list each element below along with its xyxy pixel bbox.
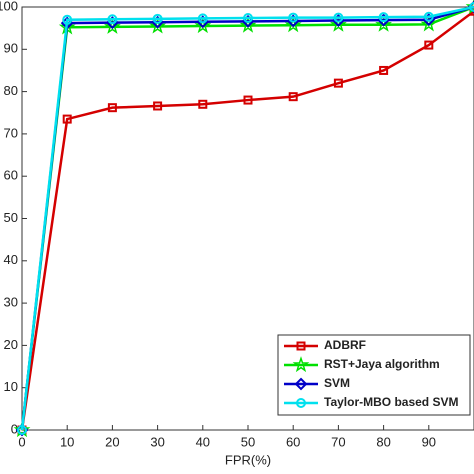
x-tick-label: 80 xyxy=(376,434,390,449)
y-tick-label: 0 xyxy=(11,421,18,436)
marker-circle xyxy=(243,12,253,23)
marker-star xyxy=(465,0,474,15)
marker-circle xyxy=(62,14,73,25)
y-tick-label: 100 xyxy=(0,0,18,13)
marker-square xyxy=(288,92,298,102)
marker-star xyxy=(239,16,257,33)
y-tick-label: 70 xyxy=(4,125,18,140)
y-tick-label: 30 xyxy=(4,295,18,310)
marker-square xyxy=(379,65,389,75)
marker-star xyxy=(284,16,302,33)
marker-square xyxy=(107,103,117,113)
x-tick-label: 20 xyxy=(105,434,119,449)
marker-square xyxy=(198,99,208,109)
marker-square xyxy=(62,114,72,124)
x-tick-label: 90 xyxy=(422,434,436,449)
y-tick-label: 90 xyxy=(4,41,18,56)
x-tick-label: 10 xyxy=(60,434,74,449)
marker-star xyxy=(149,17,166,34)
series-line xyxy=(20,5,474,431)
y-tick-label: 10 xyxy=(4,379,18,394)
marker-square xyxy=(333,78,343,88)
marker-star xyxy=(330,15,347,32)
y-tick-label: 20 xyxy=(4,337,18,352)
marker-star xyxy=(104,18,121,34)
marker-diamond xyxy=(294,377,308,391)
y-tick-label: 50 xyxy=(4,210,18,225)
marker-square xyxy=(153,101,163,111)
marker-star xyxy=(194,17,212,34)
marker-star xyxy=(375,15,392,32)
marker-square xyxy=(243,95,253,105)
x-tick-label: 50 xyxy=(241,434,255,449)
marker-circle xyxy=(17,425,27,435)
marker-circle xyxy=(378,12,389,23)
x-tick-label: 0 xyxy=(18,434,25,449)
legend: ADBRF RST+Jaya algorithm SVM Taylor-MBO bas… xyxy=(277,334,471,416)
x-tick-label: 30 xyxy=(150,434,164,449)
legend-label: Taylor-MBO based SVM xyxy=(324,395,458,409)
marker-circle xyxy=(107,14,118,25)
legend-box xyxy=(277,334,471,416)
marker-circle xyxy=(333,12,344,23)
marker-circle xyxy=(288,12,299,23)
x-axis-label: FPR(%) xyxy=(225,452,271,467)
marker-square xyxy=(296,341,306,351)
x-tick-label: 40 xyxy=(196,434,210,449)
marker-circle xyxy=(296,398,306,408)
y-tick-label: 40 xyxy=(4,252,18,267)
legend-label: ADBRF xyxy=(324,338,366,352)
x-tick-label: 70 xyxy=(331,434,345,449)
y-tick-label: 60 xyxy=(4,168,18,183)
marker-circle xyxy=(423,11,434,22)
marker-square xyxy=(424,40,434,50)
marker-star xyxy=(13,421,31,438)
y-tick-label: 80 xyxy=(4,83,18,98)
marker-star xyxy=(292,356,310,373)
legend-label: SVM xyxy=(324,376,350,390)
series-line xyxy=(20,10,474,431)
marker-circle xyxy=(197,13,208,24)
marker-circle xyxy=(469,2,474,12)
marker-star xyxy=(420,15,438,32)
legend-label: RST+Jaya algorithm xyxy=(324,357,440,371)
x-tick-label: 60 xyxy=(286,434,300,449)
marker-circle xyxy=(152,13,163,24)
